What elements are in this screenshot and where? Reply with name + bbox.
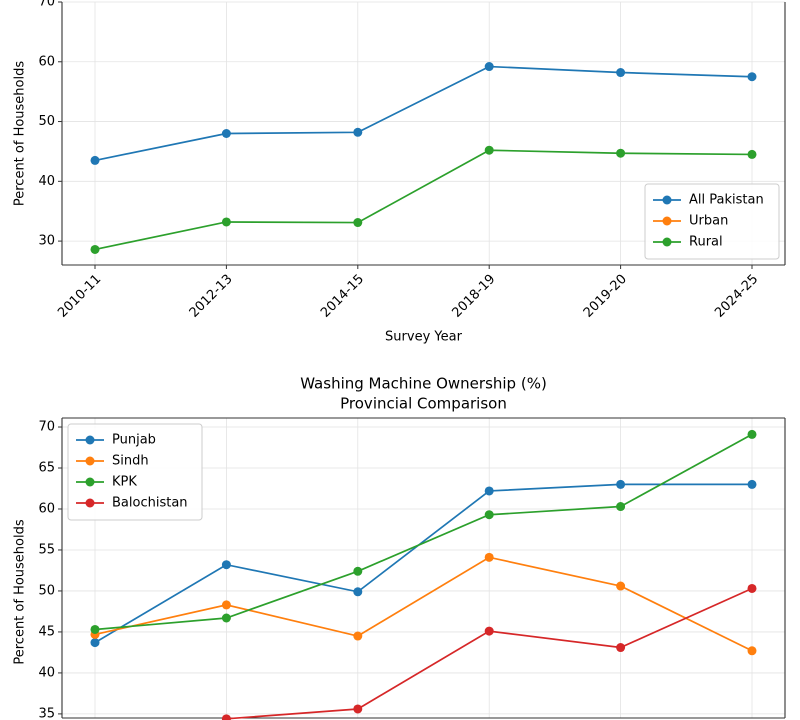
marker	[221, 129, 231, 138]
marker	[747, 646, 757, 656]
y-tick-label: 50	[38, 583, 55, 598]
line	[94, 483, 752, 644]
line	[94, 149, 753, 251]
marker	[90, 155, 100, 165]
x-tick-label: 2010-11	[55, 272, 104, 321]
marker	[353, 566, 363, 576]
marker	[616, 581, 626, 591]
marker	[616, 643, 626, 653]
marker	[221, 217, 231, 227]
y-axis-label: Percent of Households	[13, 519, 28, 665]
marker	[747, 429, 757, 439]
x-tick-label: 2018-19	[449, 272, 498, 321]
marker	[90, 244, 100, 254]
marker	[90, 638, 100, 648]
marker	[484, 145, 494, 155]
legend-label: Rural	[689, 235, 723, 250]
legend-marker	[85, 435, 95, 445]
x-axis-label: Survey Year	[385, 330, 463, 345]
marker	[484, 510, 494, 520]
line	[94, 556, 753, 652]
legend-marker	[662, 237, 672, 247]
legend-box	[67, 423, 203, 521]
marker	[353, 127, 363, 137]
marker	[353, 631, 363, 641]
marker	[747, 149, 757, 159]
legend-label: Urban	[689, 214, 728, 229]
marker	[221, 600, 231, 610]
y-tick-label: 70	[38, 0, 55, 10]
x-tick-label: 2024-25	[712, 272, 761, 321]
marker	[221, 560, 231, 570]
marker	[353, 704, 363, 714]
y-tick-label: 40	[38, 174, 55, 189]
legend-label: Punjab	[112, 433, 156, 448]
line	[94, 65, 753, 162]
marker	[747, 583, 757, 593]
marker	[353, 587, 363, 597]
marker	[747, 72, 757, 82]
marker	[484, 486, 494, 496]
y-tick-label: 70	[38, 420, 55, 435]
legend-label: Sindh	[112, 454, 149, 469]
x-tick-label: 2014-15	[318, 272, 367, 321]
x-tick-label: 2012-13	[187, 272, 236, 321]
legend-marker	[662, 216, 672, 226]
marker	[616, 68, 626, 78]
y-tick-label: 35	[38, 706, 55, 720]
marker	[484, 62, 494, 72]
marker	[484, 552, 494, 562]
legend-marker	[662, 195, 672, 205]
y-tick-label: 30	[38, 234, 55, 249]
marker	[616, 479, 626, 489]
legend-label: All Pakistan	[689, 193, 764, 208]
marker	[484, 626, 494, 636]
marker	[221, 613, 231, 623]
legend-box	[644, 183, 780, 260]
y-tick-label: 55	[38, 542, 55, 557]
y-tick-label: 45	[38, 624, 55, 639]
chart-title: Washing Machine Ownership (%)	[300, 375, 547, 393]
y-tick-label: 40	[38, 665, 55, 680]
marker	[90, 624, 100, 634]
legend-marker	[85, 477, 95, 487]
marker	[353, 218, 363, 228]
legend-marker	[85, 456, 95, 466]
marker	[616, 502, 626, 512]
y-tick-label: 50	[38, 114, 55, 129]
legend-label: Balochistan	[112, 496, 188, 511]
marker	[747, 479, 757, 489]
legend-marker	[85, 498, 95, 508]
x-tick-label: 2019-20	[581, 272, 630, 321]
marker	[221, 714, 231, 720]
marker	[616, 148, 626, 158]
y-axis-label: Percent of Households	[13, 61, 28, 207]
y-tick-label: 60	[38, 501, 55, 516]
y-tick-label: 65	[38, 461, 55, 476]
line	[94, 433, 753, 631]
y-tick-label: 60	[38, 54, 55, 69]
legend-label: KPK	[112, 475, 137, 490]
chart-subtitle: Provincial Comparison	[340, 395, 507, 413]
